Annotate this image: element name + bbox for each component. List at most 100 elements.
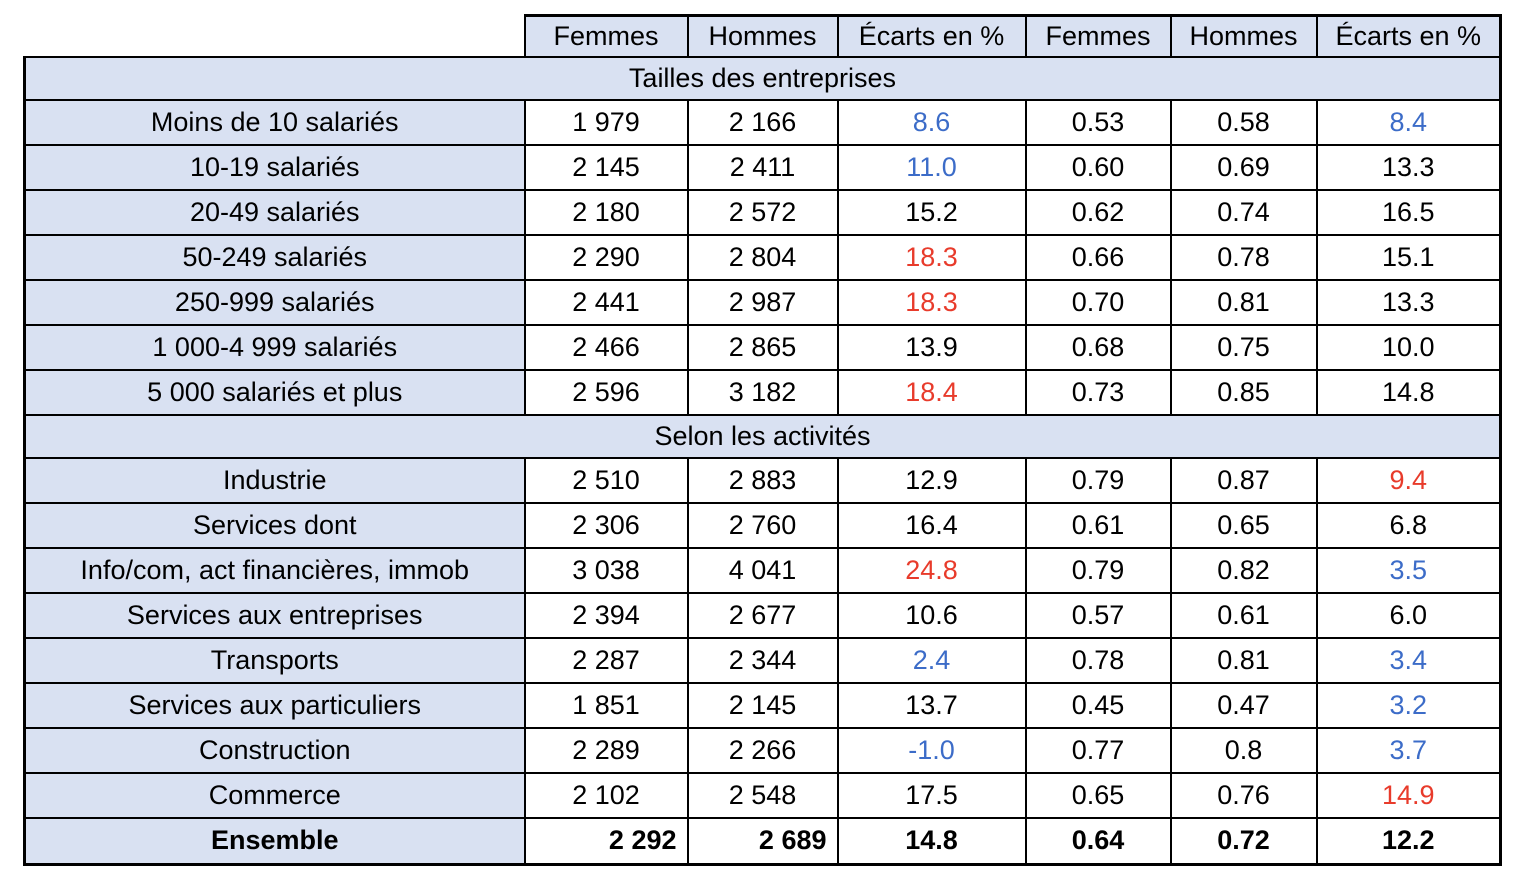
cell-value: 0.58 bbox=[1169, 98, 1318, 146]
total-row: Ensemble 2 292 2 689 14.8 0.64 0.72 12.2 bbox=[23, 816, 1502, 866]
cell-value: 13.9 bbox=[836, 323, 1027, 371]
corner-empty-cell bbox=[24, 15, 525, 57]
cell-value: 0.57 bbox=[1024, 591, 1172, 639]
cell-value: 2 883 bbox=[686, 456, 839, 504]
row-label: 5 000 salariés et plus bbox=[23, 368, 526, 416]
table-row: Info/com, act financières, immob 3 038 4 0… bbox=[23, 546, 1502, 594]
cell-value: 2 306 bbox=[523, 501, 689, 549]
total-cell-value: 0.72 bbox=[1169, 816, 1318, 866]
cell-value: 24.8 bbox=[836, 546, 1027, 594]
cell-value: 10.6 bbox=[836, 591, 1027, 639]
cell-value: 2 510 bbox=[523, 456, 689, 504]
section-header-row: Selon les activités bbox=[23, 413, 1502, 459]
table-row: Services dont 2 306 2 760 16.4 0.61 0.65 6.8 bbox=[23, 501, 1502, 549]
cell-value: 0.70 bbox=[1024, 278, 1172, 326]
cell-value: 2.4 bbox=[836, 636, 1027, 684]
cell-value: 2 677 bbox=[686, 591, 839, 639]
col-header-hommes-1: Hommes bbox=[686, 14, 839, 58]
cell-value: 0.75 bbox=[1169, 323, 1318, 371]
cell-value: 2 596 bbox=[523, 368, 689, 416]
row-label: Commerce bbox=[23, 771, 526, 819]
col-header-hommes-2: Hommes bbox=[1169, 14, 1318, 58]
wage-gap-table: Femmes Hommes Écarts en % Femmes Hommes … bbox=[23, 14, 1502, 866]
cell-value: 3 038 bbox=[523, 546, 689, 594]
cell-value: 17.5 bbox=[836, 771, 1027, 819]
table-row: 5 000 salariés et plus 2 596 3 182 18.4 0.73… bbox=[23, 368, 1502, 416]
cell-value: 15.1 bbox=[1315, 233, 1502, 281]
cell-value: 2 760 bbox=[686, 501, 839, 549]
cell-value: 2 145 bbox=[686, 681, 839, 729]
cell-value: 2 145 bbox=[523, 143, 689, 191]
cell-value: 3.7 bbox=[1315, 726, 1502, 774]
cell-value: 18.3 bbox=[836, 278, 1027, 326]
cell-value: 0.74 bbox=[1169, 188, 1318, 236]
cell-value: 6.0 bbox=[1315, 591, 1502, 639]
col-header-femmes-2: Femmes bbox=[1024, 14, 1172, 58]
cell-value: 2 466 bbox=[523, 323, 689, 371]
cell-value: 0.78 bbox=[1169, 233, 1318, 281]
cell-value: 14.9 bbox=[1315, 771, 1502, 819]
cell-value: 2 394 bbox=[523, 591, 689, 639]
cell-value: 2 411 bbox=[686, 143, 839, 191]
cell-value: 11.0 bbox=[836, 143, 1027, 191]
row-label: 20-49 salariés bbox=[23, 188, 526, 236]
cell-value: 6.8 bbox=[1315, 501, 1502, 549]
row-label: 250-999 salariés bbox=[23, 278, 526, 326]
cell-value: 0.62 bbox=[1024, 188, 1172, 236]
total-cell-value: 2 292 bbox=[523, 816, 689, 866]
row-label: 50-249 salariés bbox=[23, 233, 526, 281]
cell-value: 2 166 bbox=[686, 98, 839, 146]
table-row: Transports 2 287 2 344 2.4 0.78 0.81 3.4 bbox=[23, 636, 1502, 684]
row-label: Industrie bbox=[23, 456, 526, 504]
section-title: Selon les activités bbox=[23, 413, 1502, 459]
cell-value: 0.79 bbox=[1024, 546, 1172, 594]
cell-value: 14.8 bbox=[1315, 368, 1502, 416]
cell-value: 2 289 bbox=[523, 726, 689, 774]
cell-value: 10.0 bbox=[1315, 323, 1502, 371]
cell-value: 0.77 bbox=[1024, 726, 1172, 774]
row-label: Construction bbox=[23, 726, 526, 774]
cell-value: 0.65 bbox=[1024, 771, 1172, 819]
cell-value: 0.66 bbox=[1024, 233, 1172, 281]
table-row: Services aux particuliers 1 851 2 145 13.7 0… bbox=[23, 681, 1502, 729]
cell-value: 0.78 bbox=[1024, 636, 1172, 684]
col-header-femmes-1: Femmes bbox=[523, 14, 689, 58]
total-cell-value: 0.64 bbox=[1024, 816, 1172, 866]
cell-value: 2 102 bbox=[523, 771, 689, 819]
table-row: Industrie 2 510 2 883 12.9 0.79 0.87 9.4 bbox=[23, 456, 1502, 504]
cell-value: 16.5 bbox=[1315, 188, 1502, 236]
cell-value: 0.73 bbox=[1024, 368, 1172, 416]
cell-value: 0.87 bbox=[1169, 456, 1318, 504]
cell-value: 2 572 bbox=[686, 188, 839, 236]
cell-value: 2 865 bbox=[686, 323, 839, 371]
cell-value: 9.4 bbox=[1315, 456, 1502, 504]
cell-value: 15.2 bbox=[836, 188, 1027, 236]
table-row: Services aux entreprises 2 394 2 677 10.6 0.… bbox=[23, 591, 1502, 639]
cell-value: 2 266 bbox=[686, 726, 839, 774]
cell-value: 2 987 bbox=[686, 278, 839, 326]
cell-value: 12.9 bbox=[836, 456, 1027, 504]
total-cell-value: 14.8 bbox=[836, 816, 1027, 866]
cell-value: 2 548 bbox=[686, 771, 839, 819]
cell-value: -1.0 bbox=[836, 726, 1027, 774]
row-label: Moins de 10 salariés bbox=[23, 98, 526, 146]
table-row: Construction 2 289 2 266 -1.0 0.77 0.8 3.7 bbox=[23, 726, 1502, 774]
cell-value: 0.65 bbox=[1169, 501, 1318, 549]
cell-value: 0.69 bbox=[1169, 143, 1318, 191]
row-label: Services aux particuliers bbox=[23, 681, 526, 729]
col-header-ecarts-1: Écarts en % bbox=[836, 14, 1027, 58]
cell-value: 2 180 bbox=[523, 188, 689, 236]
cell-value: 0.76 bbox=[1169, 771, 1318, 819]
cell-value: 3.2 bbox=[1315, 681, 1502, 729]
row-label: Info/com, act financières, immob bbox=[23, 546, 526, 594]
cell-value: 8.4 bbox=[1315, 98, 1502, 146]
cell-value: 18.4 bbox=[836, 368, 1027, 416]
cell-value: 13.7 bbox=[836, 681, 1027, 729]
cell-value: 0.81 bbox=[1169, 278, 1318, 326]
table-row: 250-999 salariés 2 441 2 987 18.3 0.70 0.81 13… bbox=[23, 278, 1502, 326]
cell-value: 3 182 bbox=[686, 368, 839, 416]
row-label: 10-19 salariés bbox=[23, 143, 526, 191]
cell-value: 3.5 bbox=[1315, 546, 1502, 594]
total-row-label: Ensemble bbox=[23, 816, 526, 866]
